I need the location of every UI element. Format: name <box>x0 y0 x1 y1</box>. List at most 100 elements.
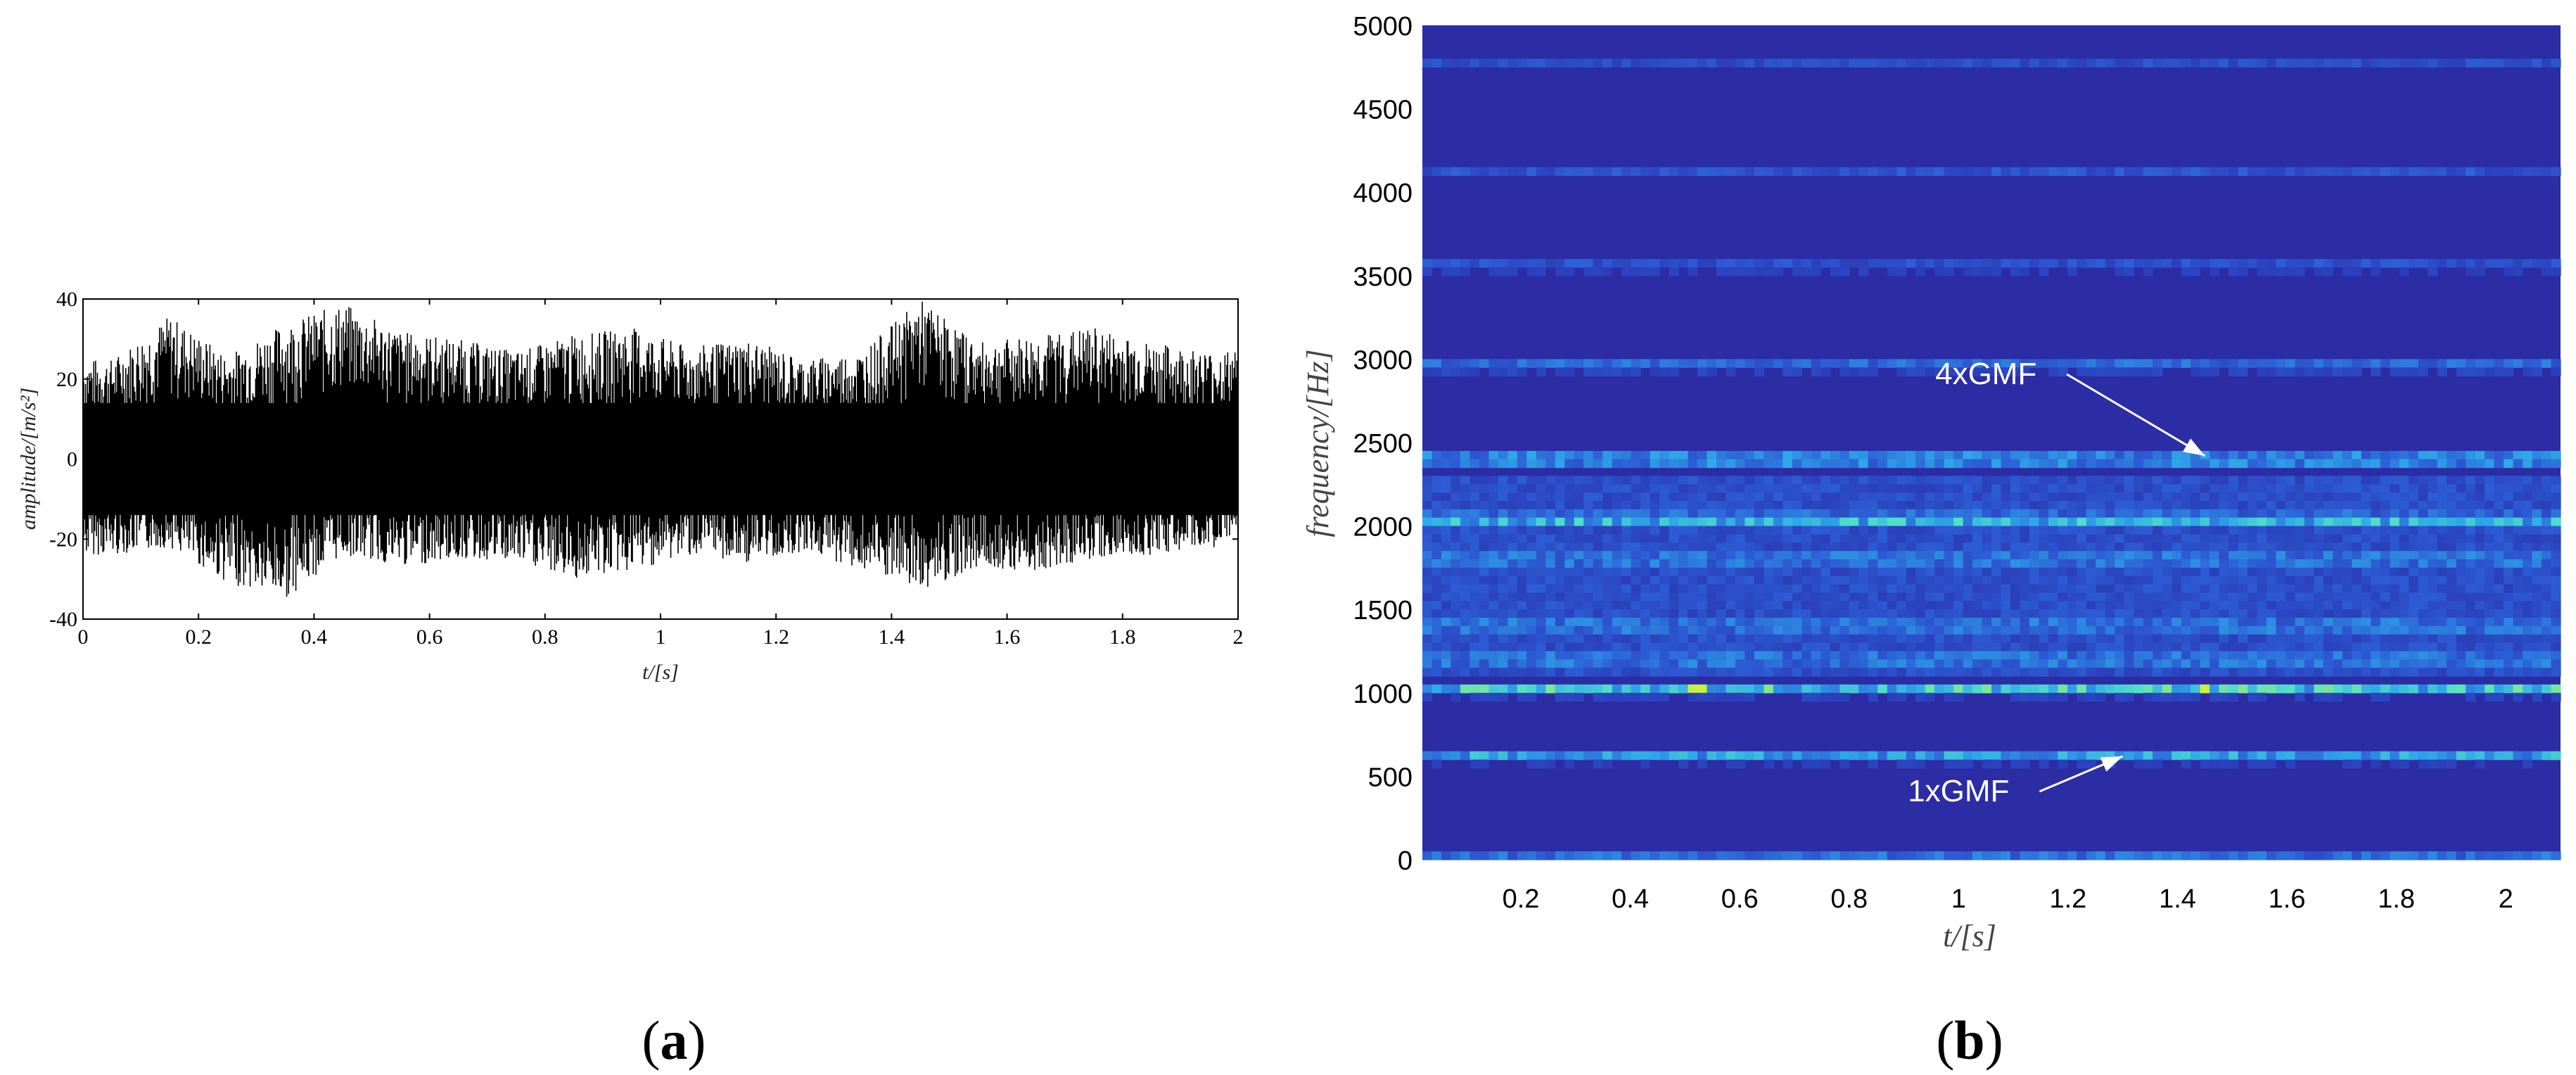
signal-core <box>83 402 1238 516</box>
heatmap-cell <box>1469 484 1480 493</box>
heatmap-cell <box>1735 517 1745 527</box>
heatmap-cell <box>1545 625 1556 635</box>
heatmap-cell <box>2390 618 2400 627</box>
heatmap-cell <box>2409 684 2419 694</box>
heatmap-cell <box>2371 450 2381 460</box>
heatmap-cell <box>1953 534 1964 543</box>
heatmap-cell <box>2551 601 2561 610</box>
heatmap-cell <box>2285 359 2296 368</box>
heatmap-cell <box>2029 501 2039 510</box>
heatmap-cell <box>2058 58 2068 68</box>
heatmap-cell <box>2485 851 2495 860</box>
heatmap-cell <box>1944 584 1954 594</box>
heatmap-cell <box>1821 509 1831 519</box>
heatmap-cell <box>1906 259 1916 268</box>
heatmap-cell <box>2361 625 2371 635</box>
heatmap-cell <box>2447 359 2457 368</box>
heatmap-cell <box>2532 492 2542 502</box>
heatmap-cell <box>1745 634 1755 644</box>
heatmap-cell <box>2181 759 2191 769</box>
heatmap-cell <box>2124 592 2134 602</box>
heatmap-cell <box>2172 684 2182 694</box>
heatmap-cell <box>1678 575 1689 585</box>
heatmap-cell <box>2020 450 2030 460</box>
heatmap-cell <box>2229 459 2239 469</box>
heatmap-cell <box>1773 618 1783 627</box>
heatmap-cell <box>1773 484 1783 493</box>
heatmap-cell <box>1441 484 1452 493</box>
heatmap-cell <box>2295 476 2305 485</box>
heatmap-cell <box>2475 492 2485 502</box>
heatmap-cell <box>2542 567 2552 577</box>
heatmap-cell <box>1545 642 1556 652</box>
heatmap-cell <box>1906 492 1916 502</box>
heatmap-cell <box>2418 851 2428 860</box>
heatmap-cell <box>2029 492 2039 502</box>
heatmap-cell <box>2020 542 2030 552</box>
heatmap-cell <box>1925 517 1935 527</box>
heatmap-cell <box>1877 259 1888 268</box>
heatmap-cell <box>1858 751 1869 761</box>
heatmap-cell <box>2172 642 2182 652</box>
heatmap-cell <box>1849 634 1859 644</box>
heatmap-cell <box>2257 559 2267 568</box>
heatmap-cell <box>2399 459 2409 469</box>
heatmap-cell <box>1925 625 1935 635</box>
heatmap-cell <box>1574 476 1584 485</box>
heatmap-cell <box>2494 684 2504 694</box>
heatmap-cell <box>1545 501 1556 510</box>
heatmap-cell <box>1925 642 1935 652</box>
heatmap-cell <box>2371 651 2381 660</box>
heatmap-cell <box>2323 450 2333 460</box>
heatmap-cell <box>2257 601 2267 610</box>
heatmap-cell <box>1839 642 1850 652</box>
heatmap-cell <box>2257 476 2267 485</box>
heatmap-cell <box>2475 575 2485 585</box>
heatmap-cell <box>1669 501 1679 510</box>
heatmap-cell <box>1545 651 1556 660</box>
heatmap-cell <box>2162 517 2172 527</box>
heatmap-cell <box>1479 575 1489 585</box>
heatmap-cell <box>2181 601 2191 610</box>
heatmap-cell <box>2105 651 2115 660</box>
heatmap-cell <box>2229 367 2239 376</box>
heatmap-cell <box>1507 575 1518 585</box>
heatmap-cell <box>2039 517 2049 527</box>
heatmap-cell <box>2323 542 2333 552</box>
heatmap-cell <box>2342 601 2352 610</box>
heatmap-cell <box>1659 668 1670 677</box>
heatmap-cell <box>2380 609 2390 618</box>
heatmap-cell <box>2437 259 2447 268</box>
heatmap-cell <box>1422 601 1433 610</box>
heatmap-cell <box>2143 601 2153 610</box>
heatmap-cell <box>1526 751 1537 761</box>
heatmap-cell <box>2542 609 2552 618</box>
heatmap-cell <box>2219 567 2229 577</box>
heatmap-cell <box>2058 592 2068 602</box>
heatmap-cell <box>1593 642 1603 652</box>
heatmap-cell <box>2323 534 2333 543</box>
heatmap-cell <box>2105 476 2115 485</box>
heatmap-cell <box>2551 559 2561 568</box>
heatmap-cell <box>2485 476 2495 485</box>
heatmap-cell <box>1460 609 1470 618</box>
heatmap-cell <box>1555 584 1565 594</box>
heatmap-cell <box>2456 592 2466 602</box>
heatmap-cell <box>2115 634 2125 644</box>
heatmap-cell <box>2532 567 2542 577</box>
heatmap-cell <box>2105 668 2115 677</box>
heatmap-cell <box>1811 259 1821 268</box>
heatmap-cell <box>2504 517 2514 527</box>
heatmap-cell <box>2247 450 2258 460</box>
heatmap-cell <box>1602 359 1613 368</box>
heatmap-cell <box>2029 634 2039 644</box>
heatmap-cell <box>1583 618 1594 627</box>
heatmap-cell <box>2115 359 2125 368</box>
heatmap-cell <box>2058 551 2068 560</box>
heatmap-cell <box>2523 651 2533 660</box>
heatmap-cell <box>1745 551 1755 560</box>
heatmap-cell <box>2428 651 2438 660</box>
heatmap-cell <box>2096 851 2106 860</box>
heatmap-cell <box>1972 509 1983 519</box>
heatmap-cell <box>2200 625 2210 635</box>
